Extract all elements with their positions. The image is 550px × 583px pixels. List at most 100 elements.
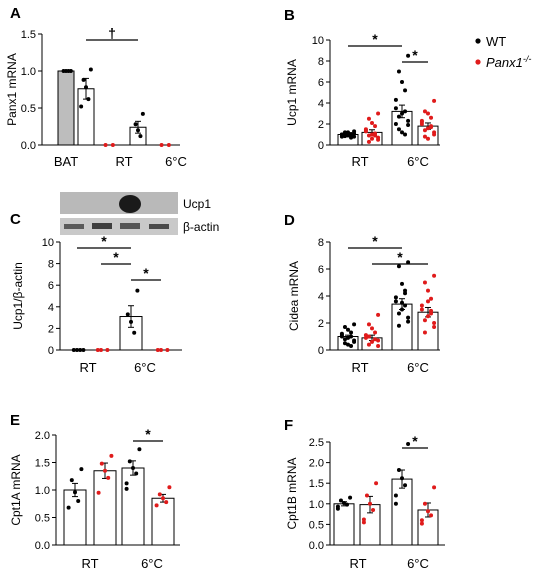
data-point [361,517,366,522]
x-group-label: RT [81,556,98,571]
y-tick-label: 1.5 [35,458,50,470]
data-point [426,136,430,141]
data-point [342,337,347,342]
data-point [400,300,404,305]
blot-label-actin: β-actin [183,220,219,234]
y-tick-label: 1.5 [21,29,36,41]
data-point [99,461,104,466]
data-point [78,348,83,352]
data-point [73,490,77,495]
data-point [71,348,76,352]
data-point [400,111,404,116]
panel-f: F 0.0 0.5 1.0 1.5 2.0 2.5 Cpt1B mRNA RT 6°C * [284,417,445,571]
x-group-label: RT [351,154,368,169]
data-point [373,330,378,335]
data-point [129,319,133,324]
x-group-label: RT [79,360,96,375]
data-point [345,502,350,507]
legend-ko-dot [475,59,481,65]
data-point [426,509,430,514]
y-tick-label: 0 [48,345,54,357]
legend-ko-label: Panx1-/- [486,54,531,70]
significance-mark: * [412,47,418,63]
y-tick-label: 2 [318,318,324,330]
data-point [127,459,132,464]
data-point [422,501,427,506]
data-point [426,288,430,293]
significance-mark: * [113,249,119,265]
data-point [167,485,172,490]
data-point [157,492,162,497]
y-tick-label: 4 [318,291,324,303]
data-point [396,127,401,132]
panel-letter: E [10,412,20,429]
data-point [400,476,404,481]
data-point [393,97,398,102]
data-point [422,134,427,139]
data-point [396,311,401,316]
data-point [366,139,371,144]
data-point [109,453,114,458]
y-axis-label: Ucp1/β-actin [11,262,25,330]
data-point [103,143,108,147]
data-point [373,133,378,138]
data-point [406,123,411,128]
data-point [352,322,357,327]
data-point [393,122,398,126]
data-point [393,299,398,304]
data-point [69,478,74,483]
data-point [136,128,140,133]
data-point [429,513,434,518]
data-point [406,53,411,58]
data-point [349,343,354,348]
panel-c: C 0 2 4 6 8 10 Ucp1/β-actin RT 6°C * * * [10,211,182,375]
data-point [159,348,163,352]
panel-letter: F [284,417,293,434]
y-tick-label: 1.0 [35,485,50,497]
data-point [374,481,379,486]
data-point [165,348,170,352]
data-point [125,312,130,317]
data-point [366,133,371,138]
data-point [403,483,408,488]
data-point [348,495,353,500]
y-tick-label: 0.0 [35,540,50,552]
data-point [429,115,434,120]
x-group-label: 6°C [141,556,163,571]
data-point [66,69,71,73]
data-point [76,499,81,503]
blot-actin-band-panel [60,218,178,235]
blot-ucp1-band-panel [60,192,178,214]
data-point [419,303,424,308]
data-point [422,109,427,114]
data-point [426,299,430,304]
y-tick-label: 2 [48,323,54,335]
data-point [406,442,411,447]
data-point [346,335,350,340]
data-point [396,264,401,269]
y-tick-label: 2 [318,119,324,131]
data-point [432,321,437,325]
data-point [406,118,411,123]
data-point [376,343,381,348]
data-point [154,503,159,508]
data-point [81,348,86,352]
data-point [155,348,160,352]
data-point [432,485,437,490]
data-point [396,114,401,119]
data-point [432,325,437,330]
data-point [79,467,84,472]
data-point [105,348,110,352]
y-tick-label: 8 [318,56,324,68]
data-point [376,338,381,343]
data-point [429,296,434,301]
panel-letter: A [10,5,21,22]
data-point [75,348,79,352]
data-point [370,132,374,137]
data-point [346,133,350,138]
data-point [131,466,135,470]
bar [57,70,75,146]
y-tick-label: 6 [318,264,324,276]
